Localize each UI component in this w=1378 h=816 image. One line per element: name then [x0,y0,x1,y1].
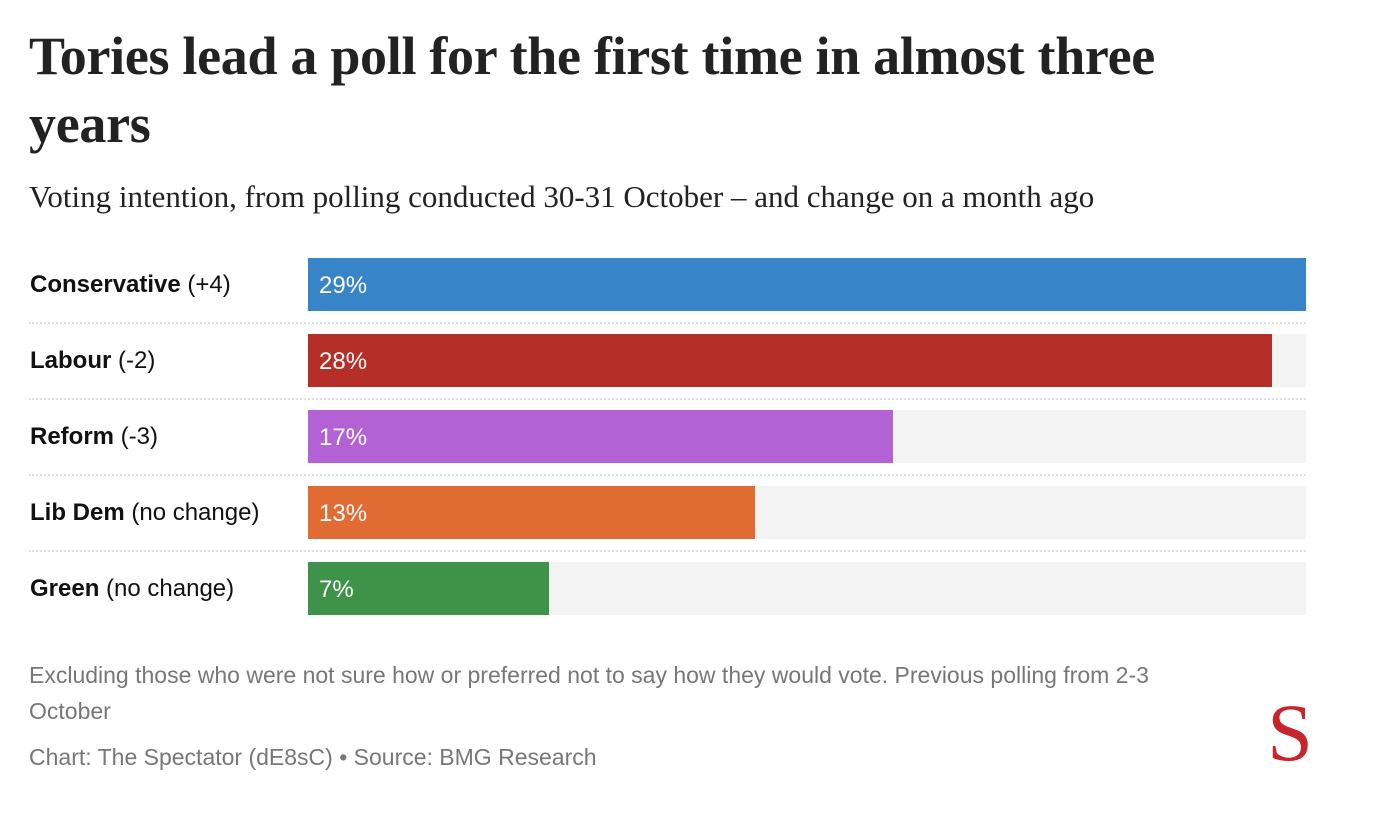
row-separator [29,322,1306,324]
chart-source: Chart: The Spectator (dE8sC) • Source: B… [29,744,597,770]
chart-note: Excluding those who were not sure how or… [29,662,1149,724]
bar-row-labour: Labour (-2) 28% [29,334,1306,387]
row-separator [29,550,1306,552]
bar-value-label: 17% [319,424,368,451]
bar-track: 17% [308,410,1306,463]
change-label: (-3) [114,423,159,450]
bar-value-label: 28% [319,348,368,375]
change-label: (no change) [124,499,260,526]
row-separator [29,474,1306,476]
bar: 17% [308,410,893,463]
party-name: Reform [30,423,115,450]
bar-row-reform: Reform (-3) 17% [29,410,1306,463]
bar-value-label: 29% [319,272,368,299]
bar-track: 28% [308,334,1306,387]
bar: 28% [308,334,1272,387]
change-label: (-2) [111,347,156,374]
party-name: Labour [30,347,112,374]
category-label: Green (no change) [30,562,234,615]
category-label: Conservative (+4) [30,258,231,311]
row-separator [29,398,1306,400]
bar-row-green: Green (no change) 7% [29,562,1306,615]
party-name: Lib Dem [30,499,125,526]
party-name: Green [30,575,100,602]
category-label: Reform (-3) [30,410,158,463]
category-label: Labour (-2) [30,334,155,387]
bar: 7% [308,562,549,615]
category-label: Lib Dem (no change) [30,486,259,539]
bar-track: 7% [308,562,1306,615]
change-label: (+4) [180,271,231,298]
bar-track: 13% [308,486,1306,539]
chart-title: Tories lead a poll for the first time in… [29,26,1155,154]
bar-row-conservative: Conservative (+4) 29% [29,258,1306,311]
bar-track: 29% [308,258,1306,311]
bar: 13% [308,486,755,539]
bar-row-lib-dem: Lib Dem (no change) 13% [29,486,1306,539]
change-label: (no change) [99,575,235,602]
bar-value-label: 7% [319,576,354,603]
bar: 29% [308,258,1306,311]
chart-subtitle: Voting intention, from polling conducted… [29,179,1095,214]
bar-value-label: 13% [319,500,368,527]
spectator-logo-icon: S [1267,687,1313,778]
party-name: Conservative [30,271,181,298]
